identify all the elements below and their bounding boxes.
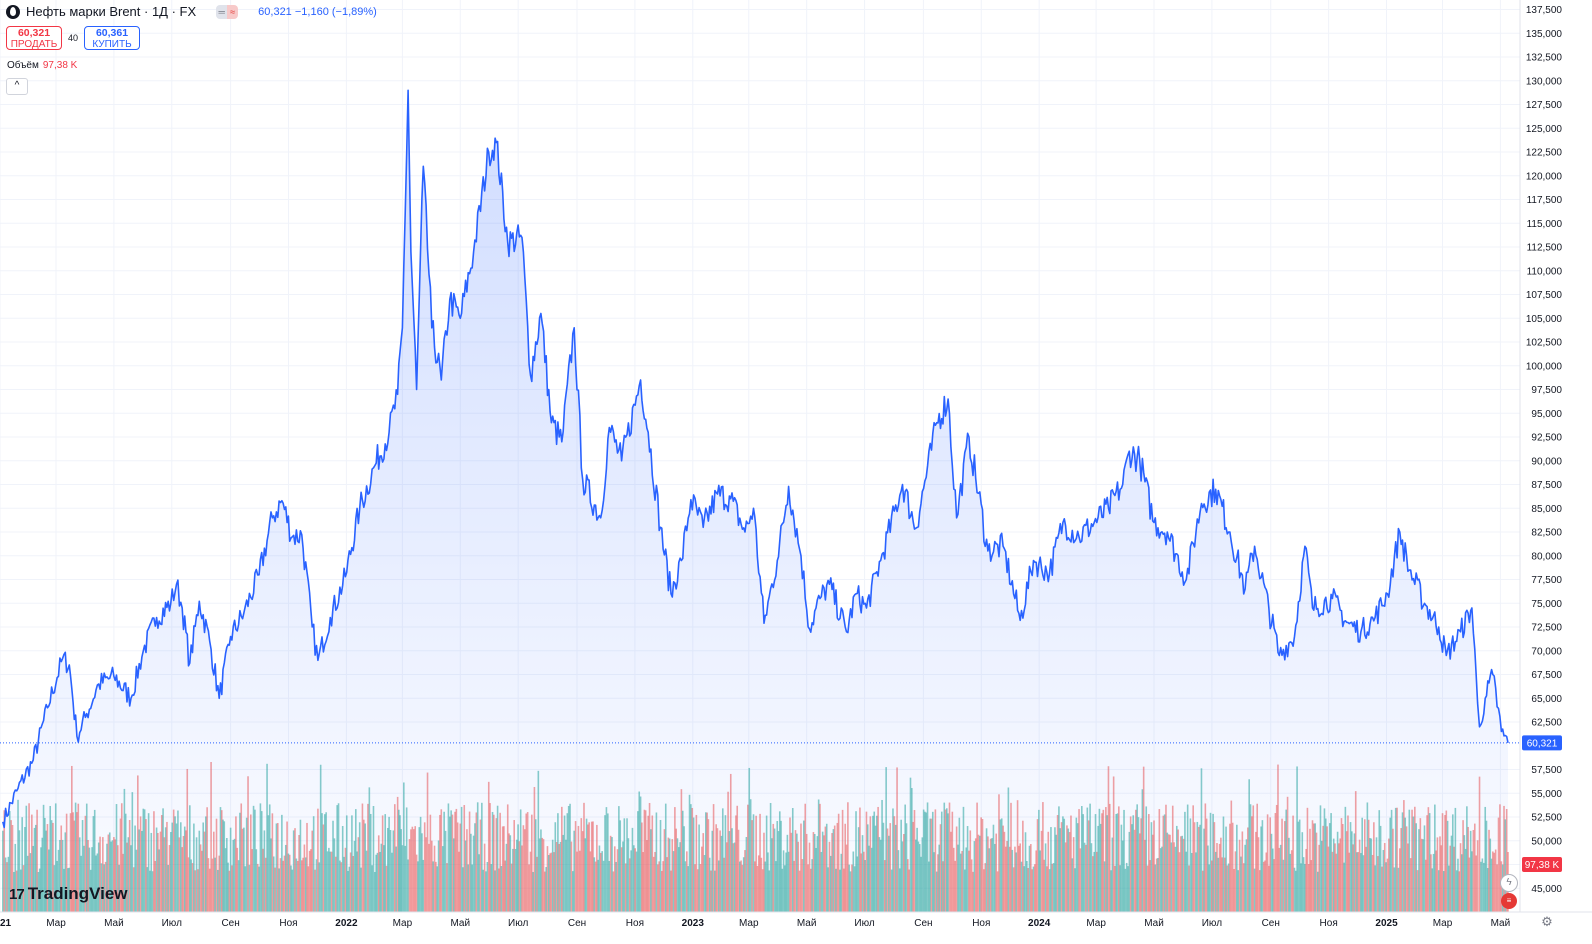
x-tick-label: Ноя (972, 918, 990, 929)
x-tick-label: Май (797, 918, 817, 929)
y-tick-label: 132,500 (1526, 53, 1563, 64)
y-tick-label: 50,000 (1531, 836, 1562, 847)
spread-value: 40 (68, 33, 79, 43)
x-tick-label: Мар (46, 918, 66, 929)
y-tick-label: 115,000 (1527, 219, 1563, 230)
y-tick-label: 77,500 (1531, 575, 1562, 586)
x-tick-label: Мар (739, 918, 759, 929)
oil-drop-icon (6, 4, 20, 19)
y-tick-label: 55,000 (1531, 789, 1562, 800)
x-tick-label: Сен (568, 918, 586, 929)
quote-summary: 60,321 −1,160 (−1,89%) (258, 6, 377, 18)
y-tick-label: 65,000 (1531, 694, 1562, 705)
last-price-badge-label: 60,321 (1527, 738, 1558, 749)
sell-price: 60,321 (17, 27, 51, 39)
x-tick-label: Сен (1262, 918, 1280, 929)
us-flag-icon[interactable]: ≡ (1501, 893, 1517, 909)
x-tick-label: Июл (1202, 918, 1222, 929)
logo-text: TradingView (27, 884, 128, 903)
chart-header: Нефть марки Brent · 1Д · FX ═ ≈ 60,321 −… (6, 4, 377, 19)
y-tick-label: 137,500 (1526, 5, 1563, 16)
x-tick-label: Ноя (1320, 918, 1338, 929)
trade-buttons: 60,321 ПРОДАТЬ 40 60,361 КУПИТЬ (6, 26, 140, 50)
price-change: −1,160 (294, 5, 329, 18)
y-tick-label: 52,500 (1531, 813, 1562, 824)
volume-label: Объём (7, 60, 39, 71)
buy-button[interactable]: 60,361 КУПИТЬ (84, 26, 140, 50)
y-tick-label: 130,000 (1526, 76, 1563, 87)
x-tick-label: 2023 (682, 918, 705, 929)
y-tick-label: 95,000 (1531, 409, 1562, 420)
y-tick-label: 67,500 (1531, 670, 1562, 681)
volume-badge (1522, 857, 1562, 872)
y-tick-label: 117,500 (1527, 195, 1563, 206)
y-tick-label: 110,000 (1527, 266, 1563, 277)
buy-price: 60,361 (95, 27, 129, 39)
x-tick-label: Ноя (626, 918, 644, 929)
x-tick-label: 2024 (1028, 918, 1051, 929)
x-tick-label: Июл (162, 918, 182, 929)
approx-icon: ≈ (227, 4, 239, 19)
tv-mark-icon: 17 (9, 885, 25, 903)
y-tick-label: 105,000 (1526, 314, 1563, 325)
y-tick-label: 120,000 (1526, 171, 1563, 182)
chevron-up-icon: ^ (14, 80, 20, 91)
y-tick-label: 97,500 (1531, 385, 1562, 396)
x-tick-label: Июл (508, 918, 528, 929)
x-tick-label: Май (104, 918, 124, 929)
x-tick-label: Мар (393, 918, 413, 929)
x-tick-label: Мар (1086, 918, 1106, 929)
x-tick-label: 2025 (1375, 918, 1398, 929)
x-tick-label: Сен (221, 918, 239, 929)
sell-label: ПРОДАТЬ (10, 39, 58, 50)
y-tick-label: 45,000 (1531, 884, 1562, 895)
y-tick-label: 92,500 (1531, 433, 1562, 444)
volume-badge-label: 97,38 K (1525, 860, 1560, 871)
symbol-title[interactable]: Нефть марки Brent · 1Д · FX (26, 4, 197, 19)
y-tick-label: 127,500 (1526, 100, 1563, 111)
x-tick-label: Май (1144, 918, 1164, 929)
y-tick-label: 102,500 (1526, 338, 1563, 349)
x-tick-label: 2021 (0, 918, 12, 929)
price-area (2, 90, 1508, 913)
y-tick-label: 57,500 (1531, 765, 1562, 776)
y-tick-label: 72,500 (1531, 623, 1562, 634)
buy-label: КУПИТЬ (92, 39, 132, 50)
collapse-legend-button[interactable]: ^ (6, 78, 28, 95)
y-tick-label: 122,500 (1526, 148, 1563, 159)
x-tick-label: Ноя (279, 918, 297, 929)
y-tick-label: 82,500 (1531, 528, 1562, 539)
y-tick-label: 70,000 (1531, 646, 1562, 657)
y-tick-label: 112,500 (1527, 243, 1563, 254)
x-tick-label: Мар (1433, 918, 1453, 929)
x-tick-label: Сен (914, 918, 932, 929)
gear-icon[interactable]: ⚙ (1541, 914, 1553, 929)
x-tick-label: 2022 (335, 918, 358, 929)
y-tick-label: 75,000 (1531, 599, 1562, 610)
sell-button[interactable]: 60,321 ПРОДАТЬ (6, 26, 62, 50)
volume-legend: Объём 97,38 K (7, 60, 77, 71)
price-line (2, 89, 1509, 829)
y-tick-label: 80,000 (1531, 551, 1562, 562)
volume-value: 97,38 K (42, 60, 78, 71)
x-tick-label: Май (450, 918, 470, 929)
y-tick-label: 85,000 (1531, 504, 1562, 515)
x-tick-label: Июл (854, 918, 874, 929)
last-price: 60,321 (258, 5, 292, 18)
y-tick-label: 62,500 (1531, 718, 1562, 729)
y-tick-label: 125,000 (1526, 124, 1563, 135)
y-tick-label: 90,000 (1531, 456, 1562, 467)
y-tick-label: 107,500 (1526, 290, 1563, 301)
market-mode-indicator[interactable]: ═ ≈ (216, 4, 239, 19)
bolt-icon[interactable]: ϟ (1500, 874, 1518, 892)
y-tick-label: 87,500 (1531, 480, 1562, 491)
price-change-pct: (−1,89%) (331, 5, 377, 18)
y-tick-label: 100,000 (1526, 361, 1563, 372)
x-tick-label: Май (1491, 918, 1511, 929)
tradingview-logo[interactable]: 17 TradingView (9, 884, 128, 904)
last-price-badge (1522, 735, 1562, 751)
y-tick-label: 135,000 (1526, 29, 1563, 40)
equals-icon: ═ (216, 4, 228, 19)
